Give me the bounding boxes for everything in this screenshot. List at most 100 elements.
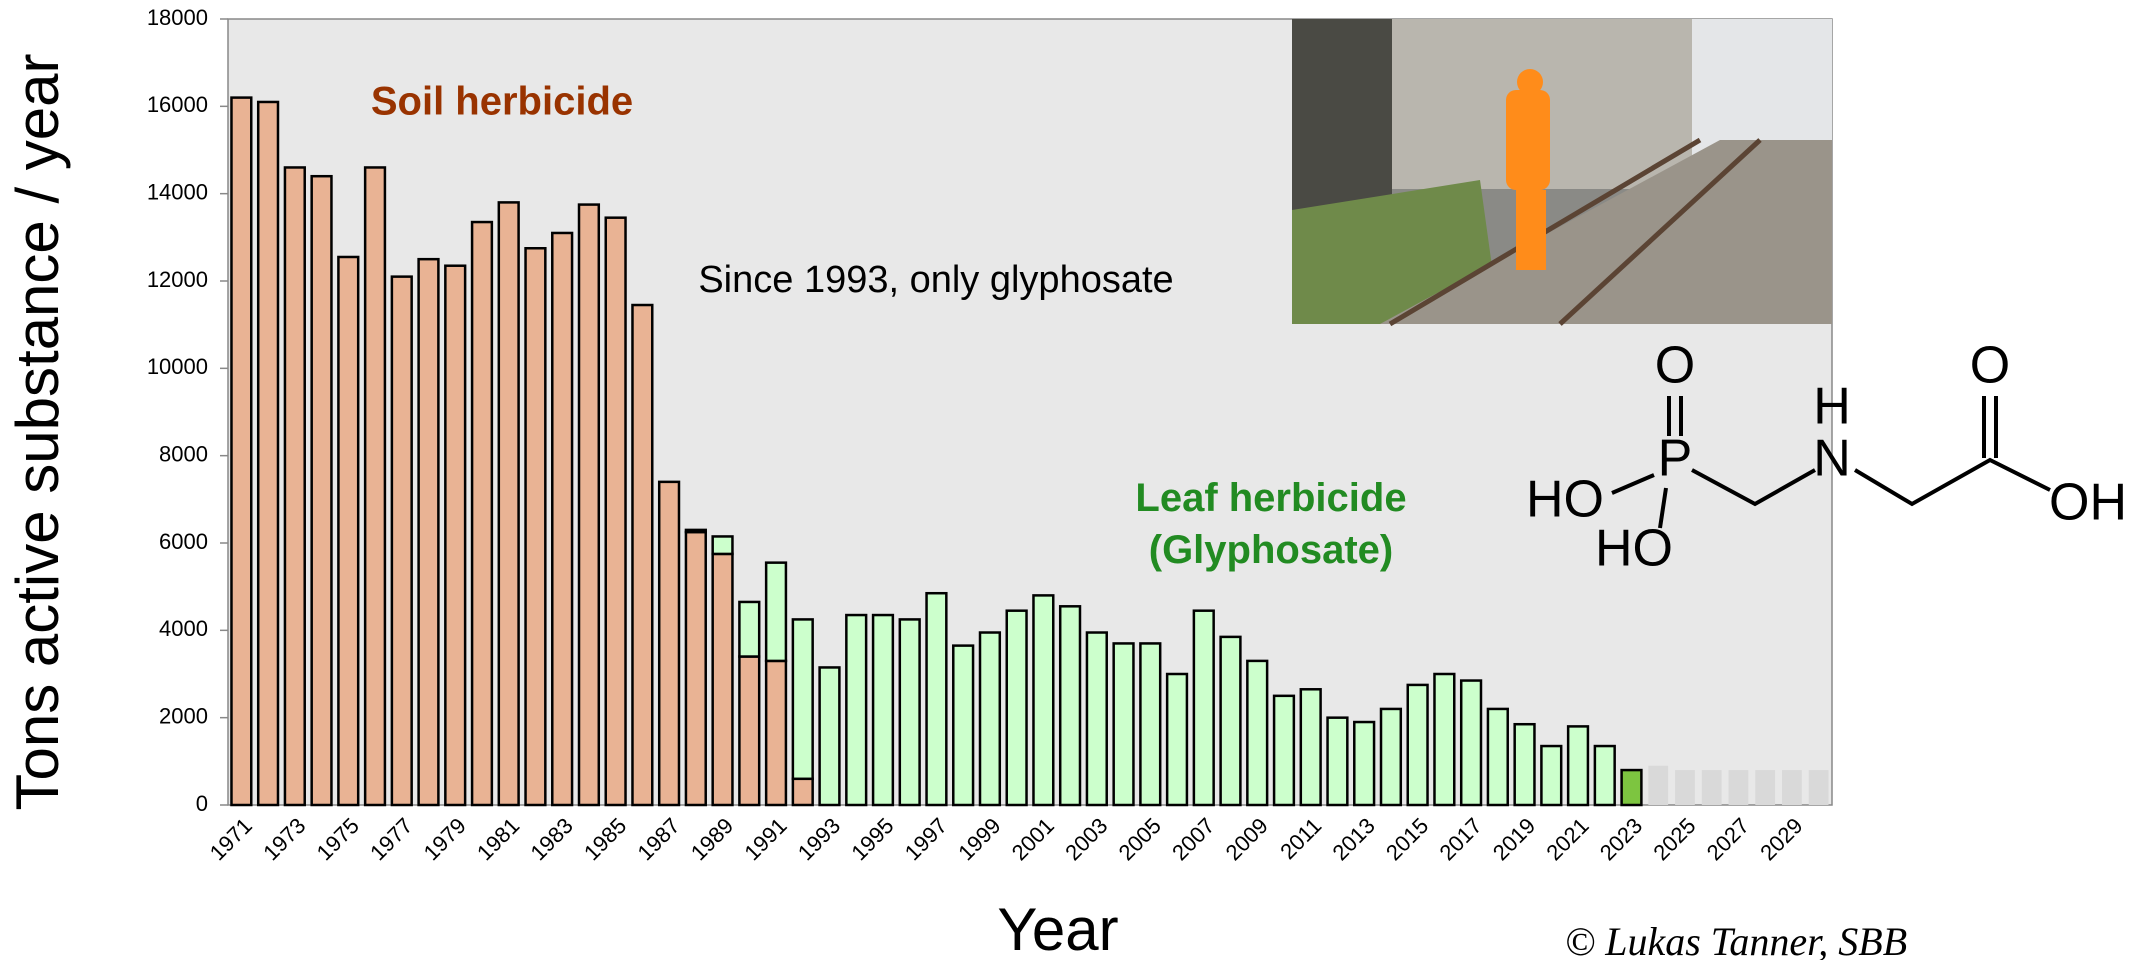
- annotation: Since 1993, only glyphosate: [698, 259, 1173, 301]
- bar: [1353, 720, 1376, 807]
- photo: [1292, 19, 1832, 327]
- y-axis-title: Tons active substance / year: [4, 53, 71, 810]
- bar: [952, 644, 975, 807]
- bar: [1566, 725, 1590, 807]
- bar: [1112, 642, 1135, 807]
- x-tick-label: 2019: [1488, 813, 1540, 865]
- bar: [1005, 609, 1028, 807]
- bar: [818, 666, 841, 807]
- bar: [1540, 744, 1563, 807]
- x-tick-label: 1983: [526, 813, 578, 865]
- atom-label: H: [1813, 378, 1851, 436]
- y-tick-label: 16000: [147, 92, 208, 117]
- bar: [1246, 659, 1269, 807]
- bar: [978, 631, 1002, 807]
- bar: [1192, 609, 1215, 807]
- y-tick-label: 12000: [147, 267, 208, 292]
- bar: [631, 303, 654, 807]
- x-tick-label: 2003: [1060, 813, 1112, 865]
- bar: [337, 255, 360, 807]
- bar: [1486, 707, 1509, 807]
- bar: [1406, 683, 1429, 807]
- bar: [1165, 672, 1189, 807]
- x-tick-label: 2011: [1275, 813, 1326, 864]
- x-tick-label: 1975: [312, 813, 364, 865]
- x-tick-label: 1981: [472, 813, 524, 865]
- x-tick-label: 2007: [1167, 813, 1219, 865]
- x-tick-label: 2015: [1381, 813, 1433, 865]
- x-tick-label: 1987: [632, 813, 684, 865]
- bar: [363, 166, 387, 807]
- bar: [1032, 594, 1055, 807]
- x-tick-label: 1985: [579, 813, 631, 865]
- x-tick-label: 2001: [1007, 813, 1059, 865]
- y-tick-label: 10000: [147, 354, 208, 379]
- bar: [230, 96, 253, 807]
- bar: [657, 480, 681, 807]
- x-tick-label: 2017: [1434, 813, 1486, 865]
- x-tick-label: 1977: [365, 813, 417, 865]
- y-tick-label: 18000: [147, 5, 208, 30]
- bar: [1782, 770, 1802, 805]
- bar: [764, 561, 788, 663]
- x-tick-label: 2027: [1702, 813, 1754, 865]
- bar: [551, 231, 574, 807]
- bar: [871, 613, 895, 807]
- x-tick-label: 1973: [258, 813, 310, 865]
- x-axis-title: Year: [997, 896, 1118, 960]
- atom-label: P: [1658, 430, 1693, 488]
- x-tick-label: 2021: [1541, 813, 1593, 865]
- bar: [898, 618, 921, 807]
- x-tick-label: 2013: [1328, 813, 1380, 865]
- bar: [1513, 722, 1536, 807]
- atom-label: N: [1813, 430, 1851, 488]
- bar: [1299, 688, 1322, 807]
- bar: [684, 530, 707, 807]
- bar: [497, 201, 520, 807]
- y-tick-label: 0: [196, 791, 208, 816]
- bar: [1058, 605, 1082, 807]
- bar: [684, 528, 707, 534]
- bar: [845, 613, 868, 807]
- bar: [1085, 631, 1108, 807]
- series-label: Leaf herbicide (Glyphosate): [1135, 476, 1407, 572]
- x-tick-label: 1991: [739, 813, 791, 865]
- x-tick-label: 1999: [953, 813, 1005, 865]
- bar: [1433, 672, 1456, 807]
- y-tick-label: 2000: [159, 703, 208, 728]
- credit: © Lukas Tanner, SBB: [1565, 919, 1907, 960]
- bar: [1326, 716, 1349, 807]
- y-tick-label: 14000: [147, 179, 208, 204]
- bar: [417, 257, 440, 807]
- bar: [1379, 707, 1403, 807]
- bar: [524, 247, 547, 807]
- bar: [1701, 770, 1722, 805]
- bar: [925, 591, 948, 807]
- bar: [577, 203, 601, 807]
- bar: [1219, 635, 1242, 807]
- bar: [604, 216, 627, 807]
- bar: [711, 535, 734, 556]
- bar: [791, 618, 814, 781]
- bar: [738, 600, 761, 658]
- bar: [1459, 679, 1483, 807]
- atom-label: OH: [2049, 474, 2127, 532]
- bar: [256, 100, 280, 807]
- x-tick-label: 2029: [1755, 813, 1807, 865]
- bar: [390, 275, 413, 807]
- bar: [1728, 770, 1749, 805]
- bar: [444, 264, 467, 807]
- x-tick-label: 1989: [686, 813, 738, 865]
- x-tick-label: 1997: [900, 813, 952, 865]
- bar: [310, 174, 333, 807]
- molecule-bonds: [1611, 396, 2051, 529]
- atom-label: HO: [1595, 520, 1673, 578]
- x-tick-label: 1979: [419, 813, 471, 865]
- bar: [1808, 770, 1829, 805]
- x-tick-label: 1995: [846, 813, 898, 865]
- bar: [1593, 744, 1616, 807]
- bar: [791, 777, 814, 807]
- atom-label: HO: [1526, 471, 1604, 529]
